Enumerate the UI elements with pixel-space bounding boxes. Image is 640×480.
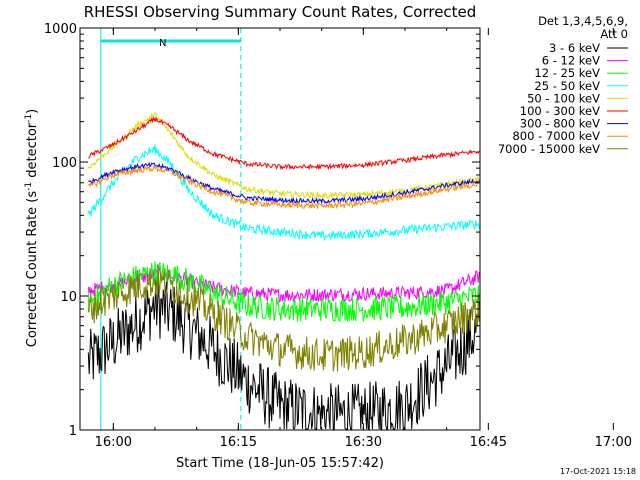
x-tick-label: 17:00 [595,435,632,450]
chart-title: RHESSI Observing Summary Count Rates, Co… [84,3,477,21]
legend-label: 300 - 800 keV [520,117,600,131]
y-axis-ticks: 1 10 100 1000 [44,22,480,439]
series-line [88,161,480,205]
series-line [87,265,480,372]
y-tick-label: 1000 [44,22,77,37]
x-tick-label: 16:15 [220,435,257,450]
series-line [87,112,480,200]
y-axis-label: Corrected Count Rate (s-1 detector-1) [24,109,40,347]
plot-frame [79,27,481,431]
series-line [87,276,480,430]
legend-header-line-1: Det 1,3,4,5,6,9, [538,14,628,28]
legend-label: 100 - 300 keV [520,104,600,118]
x-tick-label: 16:30 [345,435,382,450]
legend-label: 25 - 50 keV [534,79,600,93]
x-tick-label: 16:00 [95,435,132,450]
legend-label: 800 - 7000 keV [512,129,600,143]
y-label-sup: -1 [24,182,34,191]
series-line [88,163,480,210]
legend-label: 3 - 6 keV [549,41,600,55]
y-label-sup: -1 [24,114,34,123]
legend-label: 50 - 100 keV [527,91,600,105]
x-axis-label: Start Time (18-Jun-05 15:57:42) [176,456,384,471]
y-label-part: detector [25,122,40,182]
y-tick-label: 100 [52,156,77,171]
y-tick-label: 1 [69,424,77,439]
y-label-part: ) [25,109,40,114]
legend-label: 12 - 25 keV [534,66,600,80]
legend-label: 7000 - 15000 keV [498,142,600,156]
y-label-part: Corrected Count Rate (s [25,191,40,348]
series-line [87,266,480,303]
series-line [87,144,480,242]
night-marker-label: N [159,38,166,49]
legend-label: 6 - 12 keV [542,54,600,68]
timestamp: 17-Oct-2021 15:18 [560,467,636,476]
legend-header-line-2: Att 0 [600,27,628,41]
y-tick-label: 10 [60,290,77,305]
series-layer [87,112,480,430]
x-tick-label: 16:45 [470,435,507,450]
series-line [88,115,480,171]
